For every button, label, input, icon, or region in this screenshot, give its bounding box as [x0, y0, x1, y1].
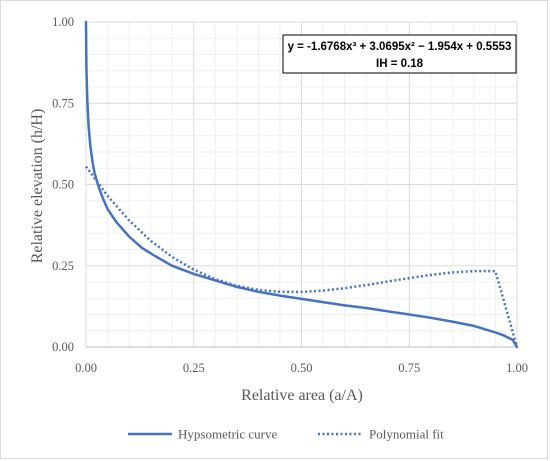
grid-lines	[85, 21, 518, 348]
y-tick-label: 0.00	[52, 340, 74, 354]
x-axis-title: Relative area (a/A)	[241, 387, 363, 404]
series-lines	[84, 20, 519, 349]
legend-label-polynomial: Polynomial fit	[369, 427, 444, 442]
y-tick-label: 0.75	[52, 96, 74, 110]
y-tick-label: 1.00	[52, 15, 74, 29]
y-tick-label: 0.25	[52, 259, 74, 273]
legend-label-hypsometric: Hypsometric curve	[178, 427, 278, 442]
y-tick-label: 0.50	[52, 178, 74, 192]
equation-text: y = -1.6768x³ + 3.0695x² − 1.954x + 0.55…	[288, 41, 512, 53]
tick-labels: 0.00 0.25 0.50 0.75 1.00 0.00 0.25 0.50 0.75 1.00	[52, 15, 528, 375]
series-polynomial-fit	[84, 165, 519, 348]
x-tick-label: 1.00	[506, 361, 528, 375]
x-tick-label: 0.75	[398, 361, 420, 375]
equation-box: y = -1.6768x³ + 3.0695x² − 1.954x + 0.55…	[282, 34, 517, 74]
series-hypsometric-curve	[84, 20, 519, 349]
x-tick-label: 0.50	[291, 361, 313, 375]
ih-text: IH = 0.18	[376, 58, 424, 70]
x-tick-label: 0.25	[183, 361, 205, 375]
y-axis-title: Relative elevation (h/H)	[29, 109, 46, 264]
x-tick-label: 0.00	[75, 361, 97, 375]
legend: Hypsometric curve Polynomial fit	[128, 427, 444, 442]
